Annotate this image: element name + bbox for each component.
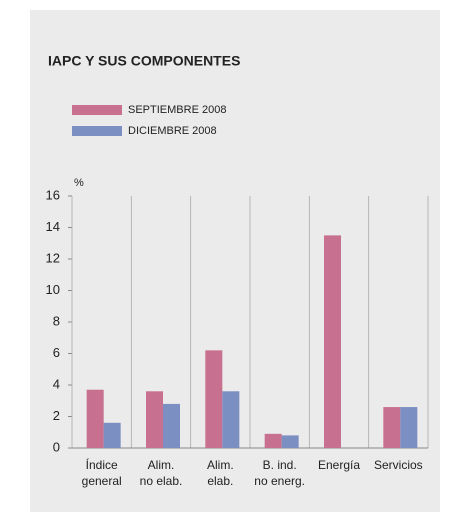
y-tick-label: 4 (53, 376, 60, 391)
y-tick-label: 12 (46, 250, 60, 265)
x-tick-label: Alim. (207, 458, 234, 472)
bar (163, 403, 180, 448)
bar (400, 407, 418, 448)
bar (222, 391, 240, 448)
x-tick-label: Servicios (374, 458, 423, 472)
bar (103, 422, 121, 448)
bar (264, 433, 282, 448)
y-tick-label: 10 (46, 282, 60, 297)
bar (383, 407, 401, 448)
x-tick-label: general (82, 474, 122, 488)
x-tick-label: Alim. (148, 458, 175, 472)
bar (205, 350, 223, 448)
x-tick-label: no elab. (140, 474, 183, 488)
y-tick-label: 2 (53, 408, 60, 423)
y-unit: % (74, 177, 84, 189)
bar (281, 435, 299, 448)
y-tick-label: 6 (53, 345, 60, 360)
x-tick-label: B. ind. (263, 458, 297, 472)
legend-swatch (72, 126, 122, 136)
bar (146, 391, 163, 448)
x-tick-label: elab. (207, 474, 233, 488)
y-tick-label: 8 (53, 313, 60, 328)
y-tick-label: 0 (53, 439, 60, 454)
x-tick-label: Índice (86, 457, 118, 472)
legend-swatch (72, 105, 122, 115)
legend-label: DICIEMBRE 2008 (128, 125, 217, 137)
x-tick-label: Energía (318, 458, 360, 472)
x-tick-label: no energ. (254, 474, 305, 488)
y-tick-label: 16 (46, 187, 60, 202)
bar (324, 235, 341, 448)
chart-title: IAPC Y SUS COMPONENTES (48, 53, 240, 69)
legend-label: SEPTIEMBRE 2008 (128, 104, 226, 116)
y-tick-label: 14 (46, 219, 60, 234)
bar (86, 389, 104, 448)
